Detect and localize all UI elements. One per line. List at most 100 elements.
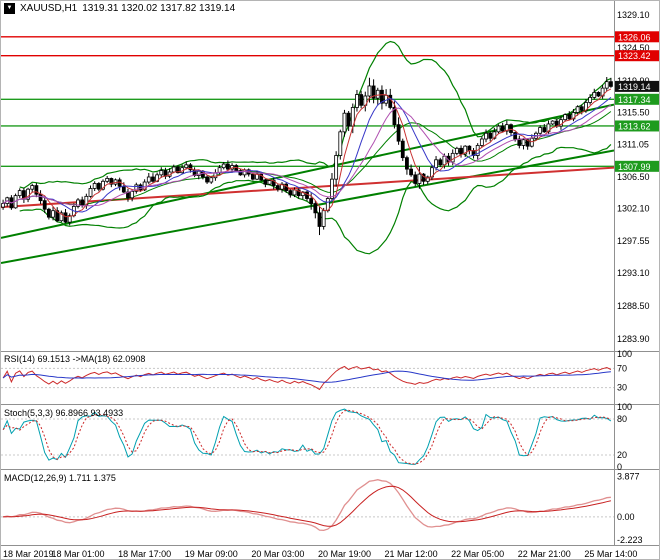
candle-body: [450, 152, 455, 163]
price-tick-label: 1324.50: [617, 43, 650, 53]
candle-body: [63, 212, 68, 223]
rsi-axis-label: 30: [617, 383, 627, 393]
price-tick-label: 1302.10: [617, 204, 650, 214]
trend-line: [1, 149, 614, 265]
candle-body: [509, 124, 513, 133]
candle-body: [421, 173, 426, 182]
candle-body: [55, 210, 60, 222]
price-badge-label: 1323.42: [618, 51, 651, 61]
candle-body: [42, 200, 47, 210]
price-badge: [615, 31, 659, 43]
candle-body: [496, 125, 501, 133]
stoch-layer: [1, 408, 614, 465]
candle-body: [488, 132, 493, 139]
candle-body: [459, 147, 463, 155]
candle-body: [184, 164, 189, 169]
ma-line: [2, 104, 612, 207]
price-tick-label: 1288.50: [617, 301, 650, 311]
candle-body: [313, 203, 318, 214]
candle-body: [101, 180, 105, 190]
price-tick-label: 1283.90: [617, 334, 650, 344]
time-axis-label: 20 Mar 03:00: [251, 549, 304, 559]
candle-body: [280, 183, 284, 190]
candle-body: [188, 164, 193, 171]
candle-body: [409, 168, 413, 176]
candle-body: [542, 127, 547, 133]
candle-body: [134, 184, 139, 192]
candle-body: [442, 155, 447, 166]
candle-body: [334, 155, 339, 180]
candle-body: [434, 159, 438, 169]
candle-body: [138, 184, 143, 191]
candle-body: [321, 210, 326, 227]
candle-body: [575, 106, 580, 113]
candle-body: [38, 193, 43, 202]
candle-body: [267, 180, 272, 185]
stoch-axis-label: 100: [617, 402, 632, 412]
bollinger-upper: [19, 40, 612, 189]
time-axis-label: 21 Mar 12:00: [385, 549, 438, 559]
candle-body: [142, 181, 147, 191]
candle-body: [588, 97, 593, 103]
macd-layer: [1, 479, 614, 532]
candle-body: [92, 183, 97, 189]
price-badge: [615, 160, 659, 172]
candle-body: [205, 176, 209, 183]
candle-body: [425, 176, 430, 182]
price-tick-label: 1293.10: [617, 268, 650, 278]
candle-body: [338, 131, 343, 156]
candle-body: [67, 215, 72, 223]
candle-body: [413, 174, 418, 184]
candle-body: [171, 166, 176, 173]
candle-body: [51, 210, 55, 218]
candle-body: [330, 178, 334, 199]
price-badge: [615, 93, 659, 105]
candle-body: [221, 163, 226, 169]
rsi-line: [2, 365, 612, 391]
time-axis-label: 25 Mar 14:00: [584, 549, 637, 559]
candle-body: [96, 183, 101, 190]
candle-body: [500, 125, 505, 132]
time-axis-label: 18 Mar 17:00: [118, 549, 171, 559]
candle-body: [405, 157, 409, 170]
candle-body: [571, 112, 576, 120]
candle-body: [392, 107, 397, 126]
candle-body: [550, 120, 555, 125]
candle-body: [88, 188, 93, 197]
candle-body: [563, 114, 568, 121]
candle-body: [479, 138, 484, 146]
price-badge-label: 1317.34: [618, 95, 651, 105]
price-tick-label: 1297.55: [617, 236, 650, 246]
candle-body: [579, 106, 584, 111]
stoch-axis-label: 20: [617, 450, 627, 460]
candles-layer: [1, 77, 613, 236]
candle-body: [567, 114, 572, 120]
time-axis-label: 22 Mar 05:00: [451, 549, 504, 559]
price-tick-label: 1315.50: [617, 107, 650, 117]
price-badge-label: 1326.06: [618, 32, 651, 42]
candle-body: [346, 112, 351, 127]
price-badge: [615, 120, 659, 132]
candle-body: [359, 94, 364, 106]
time-axis-label: 18 Mar 2019: [3, 549, 54, 559]
candle-body: [484, 132, 488, 140]
candle-body: [130, 190, 135, 199]
candle-body: [525, 139, 530, 147]
candle-body: [284, 183, 289, 192]
macd-axis-label: 3.877: [617, 471, 640, 481]
candle-body: [305, 191, 309, 199]
candle-body: [467, 145, 472, 151]
candle-body: [454, 147, 459, 154]
candle-body: [596, 92, 601, 97]
candle-body: [546, 123, 551, 133]
candle-body: [176, 166, 180, 174]
macd-signal-line: [3, 485, 612, 527]
trend-line: [1, 103, 614, 239]
time-axis-label: 19 Mar 09:00: [185, 549, 238, 559]
price-tick-label: 1306.50: [617, 172, 650, 182]
candle-body: [538, 127, 543, 134]
candle-body: [367, 85, 372, 97]
candle-body: [225, 163, 230, 170]
candle-body: [209, 177, 214, 183]
